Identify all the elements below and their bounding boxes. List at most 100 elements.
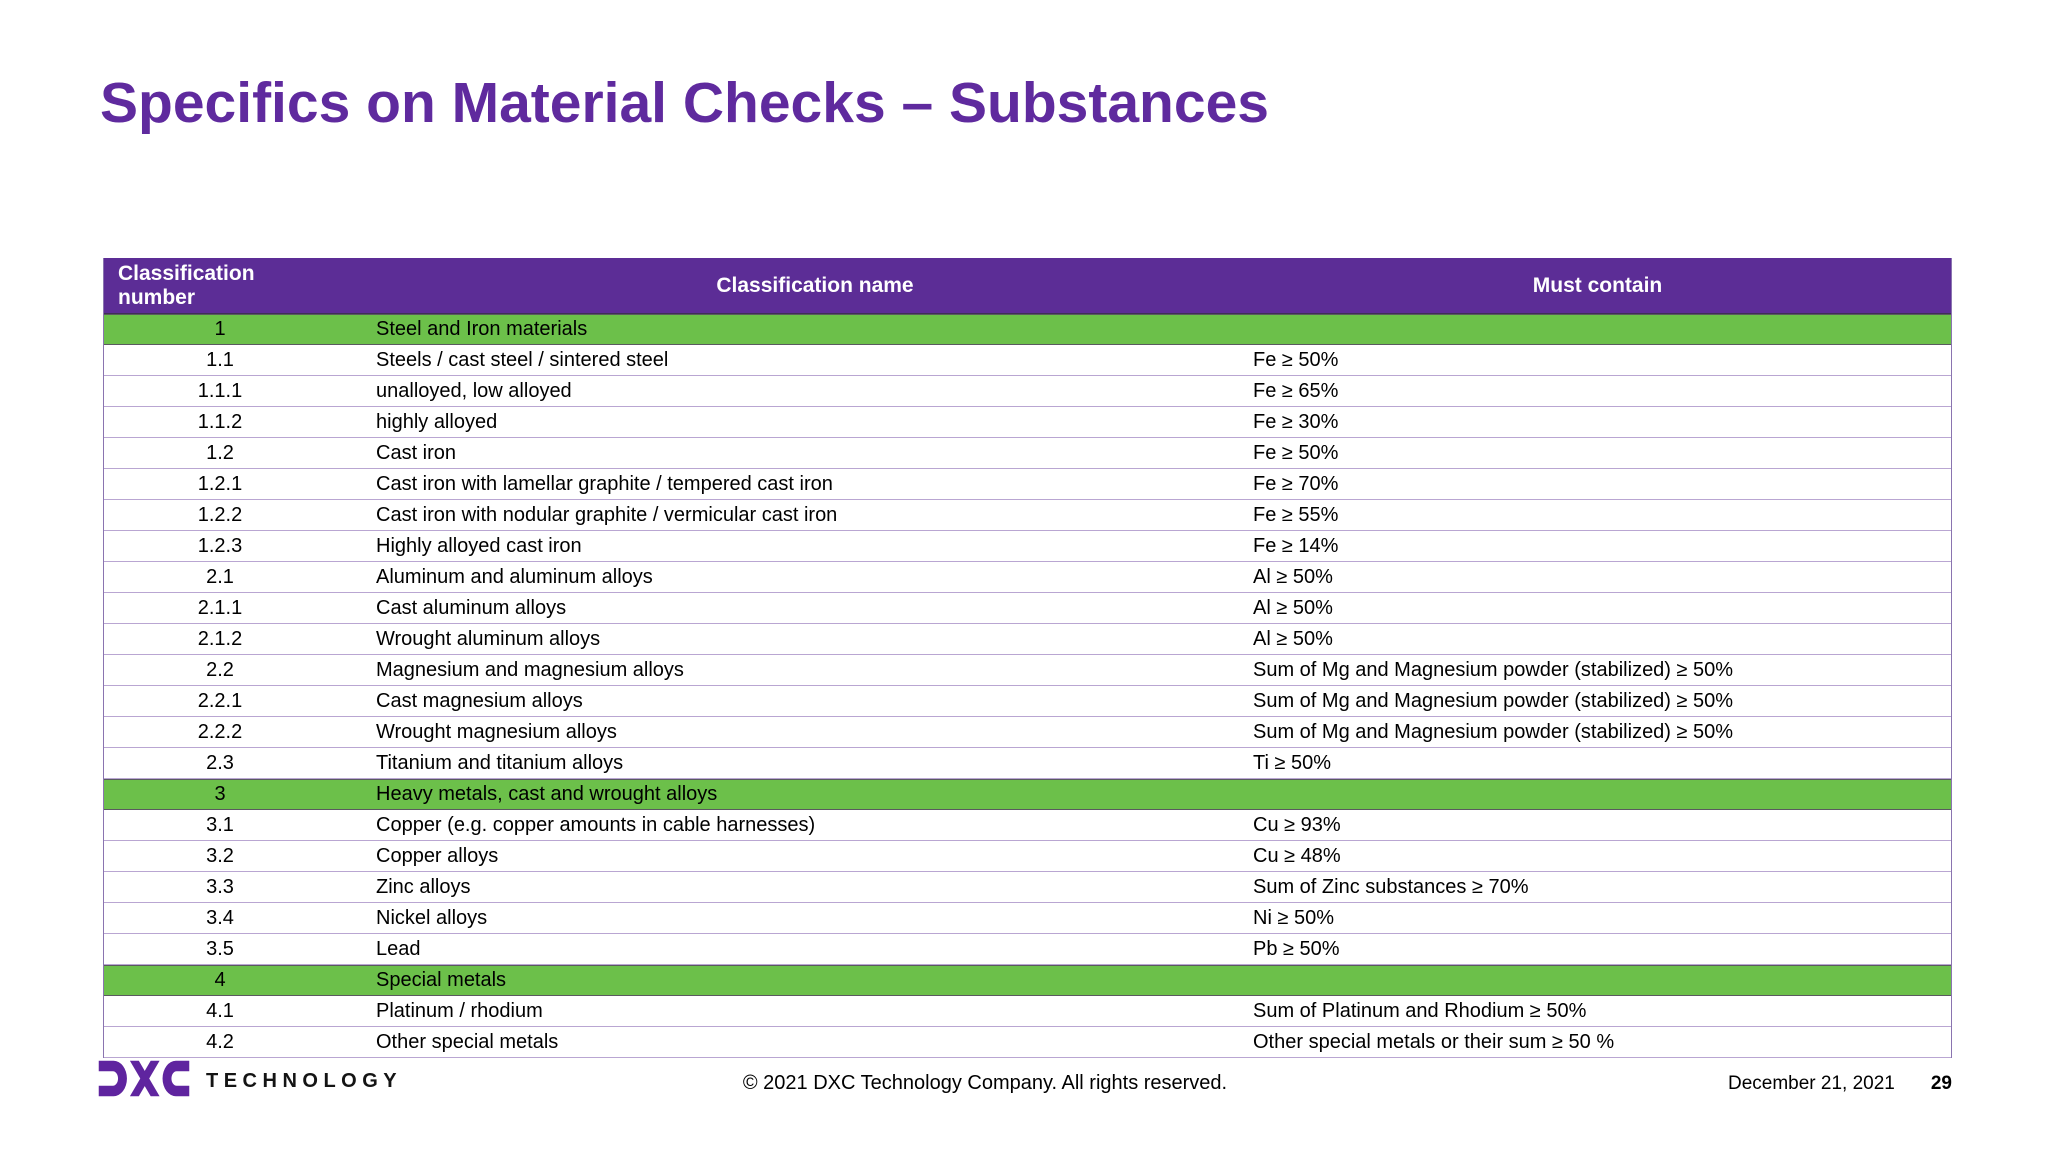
table-row: 4.1 Platinum / rhodium Sum of Platinum and… xyxy=(104,996,1951,1027)
cell-name: Cast magnesium alloys xyxy=(376,689,583,712)
column-header-must-contain: Must contain xyxy=(1532,273,1663,297)
cell-number: 1.1.1 xyxy=(197,379,243,402)
cell-contain: Pb ≥ 50% xyxy=(1253,937,1340,960)
cell-number: 3.1 xyxy=(206,813,234,836)
table-row: 2.3 Titanium and titanium alloys Ti ≥ 50% xyxy=(104,748,1951,779)
cell-contain: Al ≥ 50% xyxy=(1253,596,1333,619)
substances-table: Classification number Classification nam… xyxy=(103,258,1952,1058)
cell-name: highly alloyed xyxy=(376,410,498,433)
cell-contain: Other special metals or their sum ≥ 50 % xyxy=(1253,1030,1615,1053)
table-row: 2.2 Magnesium and magnesium alloys Sum of … xyxy=(104,655,1951,686)
cell-contain: Ni ≥ 50% xyxy=(1253,906,1335,929)
page-number: 29 xyxy=(1930,1073,1952,1094)
table-row: 3.5 Lead Pb ≥ 50% xyxy=(104,934,1951,965)
cell-number: 2.2.2 xyxy=(197,720,243,743)
table-row: 2.1.1 Cast aluminum alloys Al ≥ 50% xyxy=(104,593,1951,624)
section-row: 1 Steel and Iron materials xyxy=(104,314,1951,345)
cell-contain: Sum of Platinum and Rhodium ≥ 50% xyxy=(1253,999,1587,1022)
table-row: 4.2 Other special metals Other special met… xyxy=(104,1027,1951,1058)
cell-contain: Fe ≥ 65% xyxy=(1253,379,1339,402)
cell-name: Steels / cast steel / sintered steel xyxy=(376,348,669,371)
table-header-row: Classification number Classification nam… xyxy=(104,258,1951,314)
table-row: 3.1 Copper (e.g. copper amounts in cable … xyxy=(104,810,1951,841)
cell-number: 2.2 xyxy=(206,658,234,681)
cell-contain: Fe ≥ 14% xyxy=(1253,534,1339,557)
cell-name: Platinum / rhodium xyxy=(376,999,543,1022)
cell-contain: Fe ≥ 55% xyxy=(1253,503,1339,526)
cell-contain: Fe ≥ 50% xyxy=(1253,348,1339,371)
cell-name: Nickel alloys xyxy=(376,906,488,929)
cell-number: 3.2 xyxy=(206,844,234,867)
table-row: 1.2.3 Highly alloyed cast iron Fe ≥ 14% xyxy=(104,531,1951,562)
cell-name: Cast aluminum alloys xyxy=(376,596,567,619)
cell-number: 2.1 xyxy=(206,565,234,588)
table-row: 1.1 Steels / cast steel / sintered steel F… xyxy=(104,345,1951,376)
cell-contain: Fe ≥ 50% xyxy=(1253,441,1339,464)
dxc-brand-wordmark: TECHNOLOGY xyxy=(206,1070,403,1092)
copyright-text: © 2021 DXC Technology Company. All right… xyxy=(742,1072,1228,1094)
cell-contain: Sum of Mg and Magnesium powder (stabiliz… xyxy=(1253,658,1734,681)
cell-name: Special metals xyxy=(376,969,507,991)
cell-name: Wrought magnesium alloys xyxy=(376,720,617,743)
section-row: 4 Special metals xyxy=(104,965,1951,996)
cell-number: 2.3 xyxy=(206,751,234,774)
slide-date: December 21, 2021 xyxy=(1727,1073,1895,1094)
cell-number: 4.1 xyxy=(206,999,234,1022)
cell-number: 3.3 xyxy=(206,875,234,898)
table-row: 1.1.1 unalloyed, low alloyed Fe ≥ 65% xyxy=(104,376,1951,407)
cell-number: 3 xyxy=(214,783,226,805)
cell-contain: Al ≥ 50% xyxy=(1253,565,1333,588)
cell-name: Zinc alloys xyxy=(376,875,471,898)
cell-contain: Fe ≥ 30% xyxy=(1253,410,1339,433)
cell-contain: Cu ≥ 48% xyxy=(1253,844,1341,867)
cell-number: 4 xyxy=(214,969,226,991)
cell-name: Cast iron with nodular graphite / vermic… xyxy=(376,503,838,526)
cell-name: Magnesium and magnesium alloys xyxy=(376,658,684,681)
cell-number: 1.2.2 xyxy=(197,503,243,526)
cell-name: Highly alloyed cast iron xyxy=(376,534,582,557)
cell-number: 3.5 xyxy=(206,937,234,960)
cell-name: Cast iron xyxy=(376,441,457,464)
table-row: 3.2 Copper alloys Cu ≥ 48% xyxy=(104,841,1951,872)
cell-number: 1.2 xyxy=(206,441,234,464)
cell-contain: Sum of Zinc substances ≥ 70% xyxy=(1253,875,1529,898)
cell-name: Steel and Iron materials xyxy=(376,318,588,340)
cell-number: 1.2.1 xyxy=(197,472,243,495)
cell-number: 1.2.3 xyxy=(197,534,243,557)
footer-date-block: December 21, 2021 29 xyxy=(1728,1073,1952,1095)
table-row: 2.1 Aluminum and aluminum alloys Al ≥ 50% xyxy=(104,562,1951,593)
column-header-classification-name: Classification name xyxy=(716,273,914,297)
cell-name: Cast iron with lamellar graphite / tempe… xyxy=(376,472,833,495)
section-row: 3 Heavy metals, cast and wrought alloys xyxy=(104,779,1951,810)
table-body: 1 Steel and Iron materials 1.1 Steels / cas… xyxy=(104,314,1951,1058)
cell-name: Aluminum and aluminum alloys xyxy=(376,565,653,588)
cell-number: 3.4 xyxy=(206,906,234,929)
cell-contain: Sum of Mg and Magnesium powder (stabiliz… xyxy=(1253,720,1734,743)
cell-number: 2.2.1 xyxy=(197,689,243,712)
cell-number: 1.1 xyxy=(206,348,234,371)
cell-contain: Cu ≥ 93% xyxy=(1253,813,1341,836)
table-row: 1.2.1 Cast iron with lamellar graphite / … xyxy=(104,469,1951,500)
cell-number: 1 xyxy=(214,318,226,340)
table-row: 2.1.2 Wrought aluminum alloys Al ≥ 50% xyxy=(104,624,1951,655)
cell-contain: Fe ≥ 70% xyxy=(1253,472,1339,495)
cell-contain: Al ≥ 50% xyxy=(1253,627,1333,650)
cell-contain: Ti ≥ 50% xyxy=(1253,751,1332,774)
cell-name: Other special metals xyxy=(376,1030,559,1053)
cell-name: Wrought aluminum alloys xyxy=(376,627,601,650)
table-row: 1.2 Cast iron Fe ≥ 50% xyxy=(104,438,1951,469)
cell-contain: Sum of Mg and Magnesium powder (stabiliz… xyxy=(1253,689,1734,712)
table-row: 2.2.2 Wrought magnesium alloys Sum of Mg a… xyxy=(104,717,1951,748)
cell-name: Lead xyxy=(376,937,421,960)
table-row: 2.2.1 Cast magnesium alloys Sum of Mg and … xyxy=(104,686,1951,717)
table-row: 3.3 Zinc alloys Sum of Zinc substances ≥ 7… xyxy=(104,872,1951,903)
page-title: Specifics on Material Checks – Substance… xyxy=(100,71,1269,135)
cell-number: 2.1.1 xyxy=(197,596,243,619)
column-header-classification-number: Classification number xyxy=(118,261,255,309)
cell-name: Titanium and titanium alloys xyxy=(376,751,624,774)
cell-number: 4.2 xyxy=(206,1030,234,1053)
table-row: 3.4 Nickel alloys Ni ≥ 50% xyxy=(104,903,1951,934)
dxc-logo xyxy=(98,1060,190,1097)
table-row: 1.2.2 Cast iron with nodular graphite / v… xyxy=(104,500,1951,531)
cell-name: Copper alloys xyxy=(376,844,499,867)
